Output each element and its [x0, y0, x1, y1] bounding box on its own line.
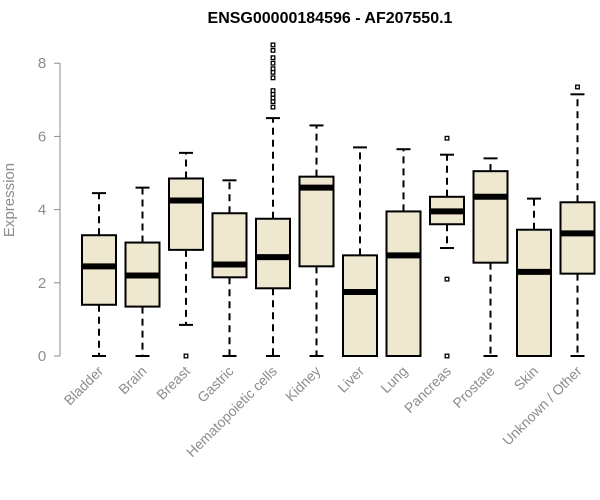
x-tick-label: Liver	[334, 363, 367, 396]
iqr-box	[211, 212, 248, 279]
x-tick-label: Breast	[153, 363, 193, 403]
iqr-box	[168, 177, 204, 251]
y-tick-label: 0	[38, 348, 46, 365]
x-tick-label: Bladder	[61, 363, 107, 409]
outlier-point	[444, 276, 450, 282]
outlier-point	[270, 60, 276, 66]
y-tick-label: 6	[38, 128, 46, 145]
iqr-box	[255, 217, 291, 290]
x-tick-label: Gastric	[194, 363, 237, 406]
outlier-point	[270, 55, 276, 61]
outlier-point	[270, 47, 276, 53]
y-axis-label: Expression	[1, 163, 18, 237]
box-breast	[168, 151, 204, 359]
y-axis: 0 2 4 6 8	[38, 55, 61, 365]
iqr-box	[342, 254, 378, 358]
box-skin	[516, 197, 552, 357]
box-gastric	[211, 179, 248, 357]
y-tick-label: 2	[38, 275, 46, 292]
box-bladder	[81, 192, 117, 357]
outlier-point	[444, 353, 450, 359]
y-tick-label: 8	[38, 55, 46, 72]
outlier-point	[575, 84, 580, 90]
y-tick-label: 4	[38, 202, 46, 219]
x-tick-label: Kidney	[282, 363, 324, 405]
box-unknown-other	[559, 84, 596, 357]
chart-title: ENSG00000184596 - AF207550.1	[208, 10, 453, 27]
box-hematopoietic-cells	[255, 42, 291, 357]
x-tick-label: Lung	[377, 363, 410, 396]
box-kidney	[298, 124, 335, 357]
iqr-box	[559, 201, 596, 275]
iqr-box	[472, 170, 509, 264]
x-tick-label: Pancreas	[401, 363, 454, 416]
plot-area	[81, 42, 596, 359]
iqr-box	[385, 210, 422, 357]
outlier-point	[270, 104, 276, 110]
box-liver	[342, 146, 378, 358]
outlier-point	[270, 66, 276, 72]
box-pancreas	[429, 135, 465, 359]
box-lung	[385, 148, 422, 357]
outlier-point	[183, 353, 189, 359]
iqr-box	[298, 175, 335, 268]
iqr-box	[81, 234, 117, 306]
x-tick-label: Brain	[115, 363, 149, 397]
outlier-point	[270, 75, 276, 81]
x-tick-label: Prostate	[449, 363, 497, 411]
outlier-point	[270, 88, 276, 94]
iqr-box	[516, 228, 552, 357]
outlier-point	[444, 135, 450, 141]
box-prostate	[472, 157, 509, 357]
outlier-point	[270, 42, 276, 48]
x-tick-label: Skin	[511, 363, 542, 394]
x-tick-label: Unknown / Other	[499, 363, 585, 449]
box-brain	[124, 186, 161, 357]
